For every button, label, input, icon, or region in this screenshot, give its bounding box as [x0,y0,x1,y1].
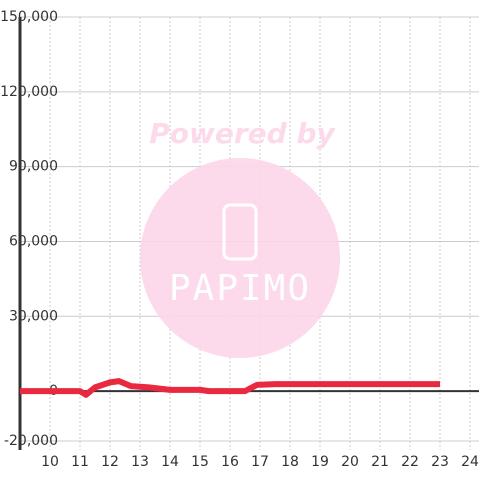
x-tick-label: 15 [191,454,209,470]
x-tick-label: 16 [221,454,239,470]
watermark-caption: Powered by [149,117,336,150]
y-tick-label: 90,000 [9,159,58,175]
y-tick-label: 150,000 [0,9,58,25]
x-tick-label: 19 [311,454,329,470]
x-tick-label: 22 [401,454,419,470]
y-tick-label: 120,000 [0,84,58,100]
x-tick-label: 11 [71,454,89,470]
y-tick-label: -20,000 [4,433,58,449]
watermark-icon [222,203,258,261]
data-line [20,378,440,398]
x-tick-label: 20 [341,454,359,470]
y-tick-label: 60,000 [9,233,58,249]
x-tick-label: 21 [371,454,389,470]
watermark: Powered by PAPIMO [140,117,340,358]
x-tick-label: 13 [131,454,149,470]
x-tick-label: 10 [41,454,59,470]
x-tick-label: 12 [101,454,119,470]
x-tick-label: 23 [431,454,449,470]
y-tick-label: 30,000 [9,308,58,324]
watermark-brand: PAPIMO [169,268,311,309]
x-tick-label: 18 [281,454,299,470]
x-tick-label: 24 [461,454,479,470]
x-tick-label: 14 [161,454,179,470]
x-tick-label: 17 [251,454,269,470]
